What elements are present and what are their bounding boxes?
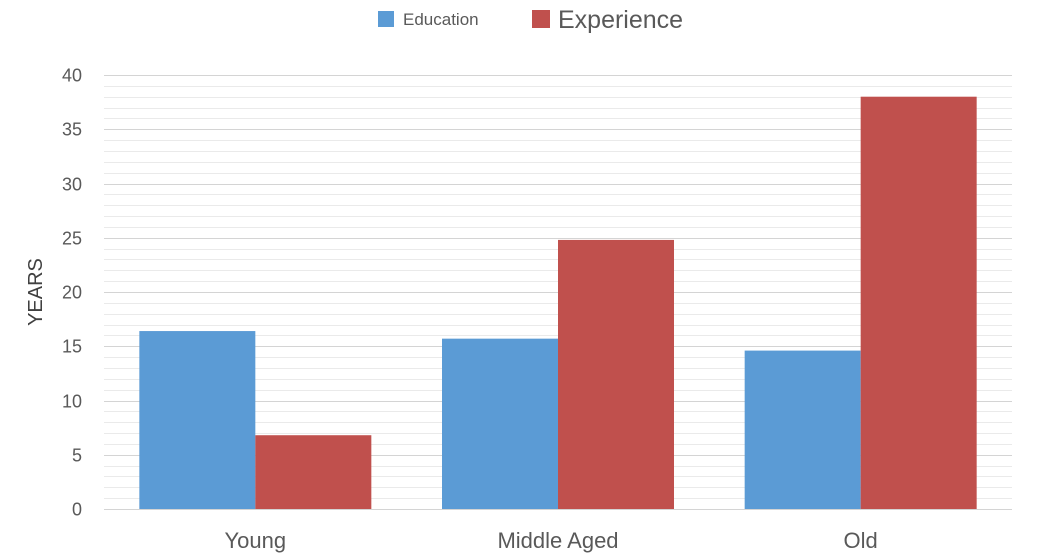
bar-experience-old (860, 96, 977, 509)
bar-experience-middle-aged (558, 239, 674, 510)
bar-experience-young (255, 435, 372, 509)
y-tick-label: 5 (72, 446, 82, 466)
y-tick-label: 15 (62, 337, 82, 357)
bars (139, 96, 977, 510)
x-category-label: Middle Aged (497, 528, 618, 553)
y-tick-label: 0 (72, 500, 82, 520)
legend-swatch-experience (532, 10, 550, 28)
bar-education-young (139, 331, 256, 509)
bar-education-middle-aged (442, 338, 558, 509)
y-tick-label: 20 (62, 283, 82, 303)
x-category-label: Old (844, 528, 878, 553)
bar-education-old (744, 350, 861, 509)
y-tick-label: 25 (62, 229, 82, 249)
y-axis-title: YEARS (25, 258, 47, 326)
y-tick-label: 10 (62, 392, 82, 412)
y-tick-label: 35 (62, 120, 82, 140)
y-tick-label: 30 (62, 175, 82, 195)
legend-label-education: Education (403, 10, 479, 29)
x-category-label: Young (225, 528, 287, 553)
legend-label-experience: Experience (558, 6, 683, 34)
x-axis-category-labels: Young Middle Aged Old (225, 528, 878, 553)
y-tick-label: 40 (62, 66, 82, 86)
legend-swatch-education (378, 11, 394, 27)
y-axis-tick-labels: 0 5 10 15 20 25 30 35 40 (62, 66, 82, 520)
legend: Education Experience (378, 6, 683, 34)
